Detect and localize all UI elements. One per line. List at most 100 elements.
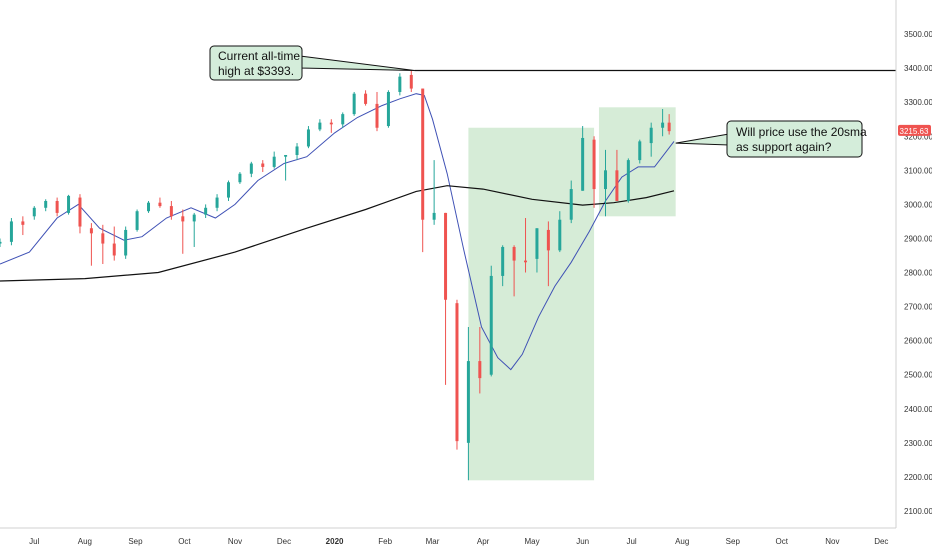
annotation-20sma-question[interactable]: Will price use the 20sma as support agai… [675,120,867,158]
candle-body [226,182,230,198]
candle-body [501,246,505,276]
candle-body [398,76,402,92]
candle [226,180,230,201]
x-tick-label: Aug [675,537,689,546]
candle-body [558,219,562,251]
candle-body [169,206,173,217]
candle [329,119,333,133]
candle-body [638,141,642,161]
candle [569,180,573,224]
candle [181,209,185,254]
annotation-box [726,120,863,158]
candle [638,139,642,164]
candle-body [192,214,196,222]
y-tick-label: 2700.00 [904,303,932,312]
candle [466,327,470,481]
candle [592,136,596,208]
candlesticks [0,70,671,481]
candle [341,112,345,128]
candle [375,91,379,132]
candle-body [158,202,162,207]
y-tick-label: 3200.00 [904,132,932,141]
candle [318,119,322,132]
candle-body [409,74,413,89]
sma20-line [0,93,675,371]
annotation-line: Will price use the 20sma [736,125,867,139]
candle-body [32,207,36,217]
candle-body [44,200,48,208]
candle-body [318,122,322,130]
candle [421,88,425,253]
candle [158,197,162,208]
candle [272,151,276,169]
candle-body [0,241,2,244]
candle [444,212,448,385]
candle-body [444,212,448,300]
x-tick-label: Oct [178,537,191,546]
candle [455,299,459,450]
annotation-box [209,45,303,81]
candle-body [626,160,630,201]
candle-body [238,173,242,183]
x-tick-label: Apr [477,537,490,546]
candle-body [615,170,619,201]
candle-body [569,189,573,220]
candle-body [592,139,596,190]
candle-body [101,233,105,244]
candle-body [489,275,493,375]
annotation-line: Current all-time [218,49,300,63]
candle-body [466,361,470,443]
y-tick-label: 2100.00 [904,507,932,516]
candle-body [204,207,208,215]
candle [581,126,585,191]
candle [135,209,139,232]
x-tick-label: Jul [29,537,39,546]
candle [89,223,93,266]
candle [147,200,151,213]
candle [409,70,413,92]
candle [364,90,368,106]
x-tick-label: Mar [426,537,440,546]
x-tick-label: Aug [78,537,92,546]
y-tick-label: 3000.00 [904,200,932,209]
y-tick-label: 2500.00 [904,371,932,380]
x-tick-label: Sep [726,537,741,546]
y-tick-label: 2600.00 [904,337,932,346]
candle [535,228,539,273]
candle [432,160,436,225]
candle-body [432,212,436,220]
candle [398,73,402,96]
x-tick-label: Nov [228,537,242,546]
candle-body [78,197,82,227]
candle-body [249,163,253,174]
annotation-all-time-high[interactable]: Current all-time high at $3393. [209,45,415,81]
candle [501,245,505,287]
candle [67,194,71,215]
candle-body [455,303,459,442]
candle-body [124,229,128,256]
candle-body [147,202,151,212]
candle [249,161,253,178]
y-tick-label: 2900.00 [904,234,932,243]
candle [78,194,82,234]
y-tick-label: 3500.00 [904,30,932,39]
candle-body [421,88,425,220]
candle [215,194,219,212]
candle [192,212,196,247]
y-tick-label: 2400.00 [904,405,932,414]
candle [284,154,288,181]
x-tick-label: 2020 [326,537,344,546]
x-tick-label: Jun [576,537,589,546]
candle [238,172,242,184]
x-tick-label: Oct [776,537,789,546]
price-tag-label: 3215.63 [900,127,929,136]
candle [306,126,310,149]
candle [55,197,59,217]
candle-body [512,246,516,261]
y-tick-label: 3100.00 [904,166,932,175]
moving-averages [0,93,675,371]
y-tick-label: 3300.00 [904,98,932,107]
y-tick-label: 3400.00 [904,64,932,73]
candle [558,211,562,253]
